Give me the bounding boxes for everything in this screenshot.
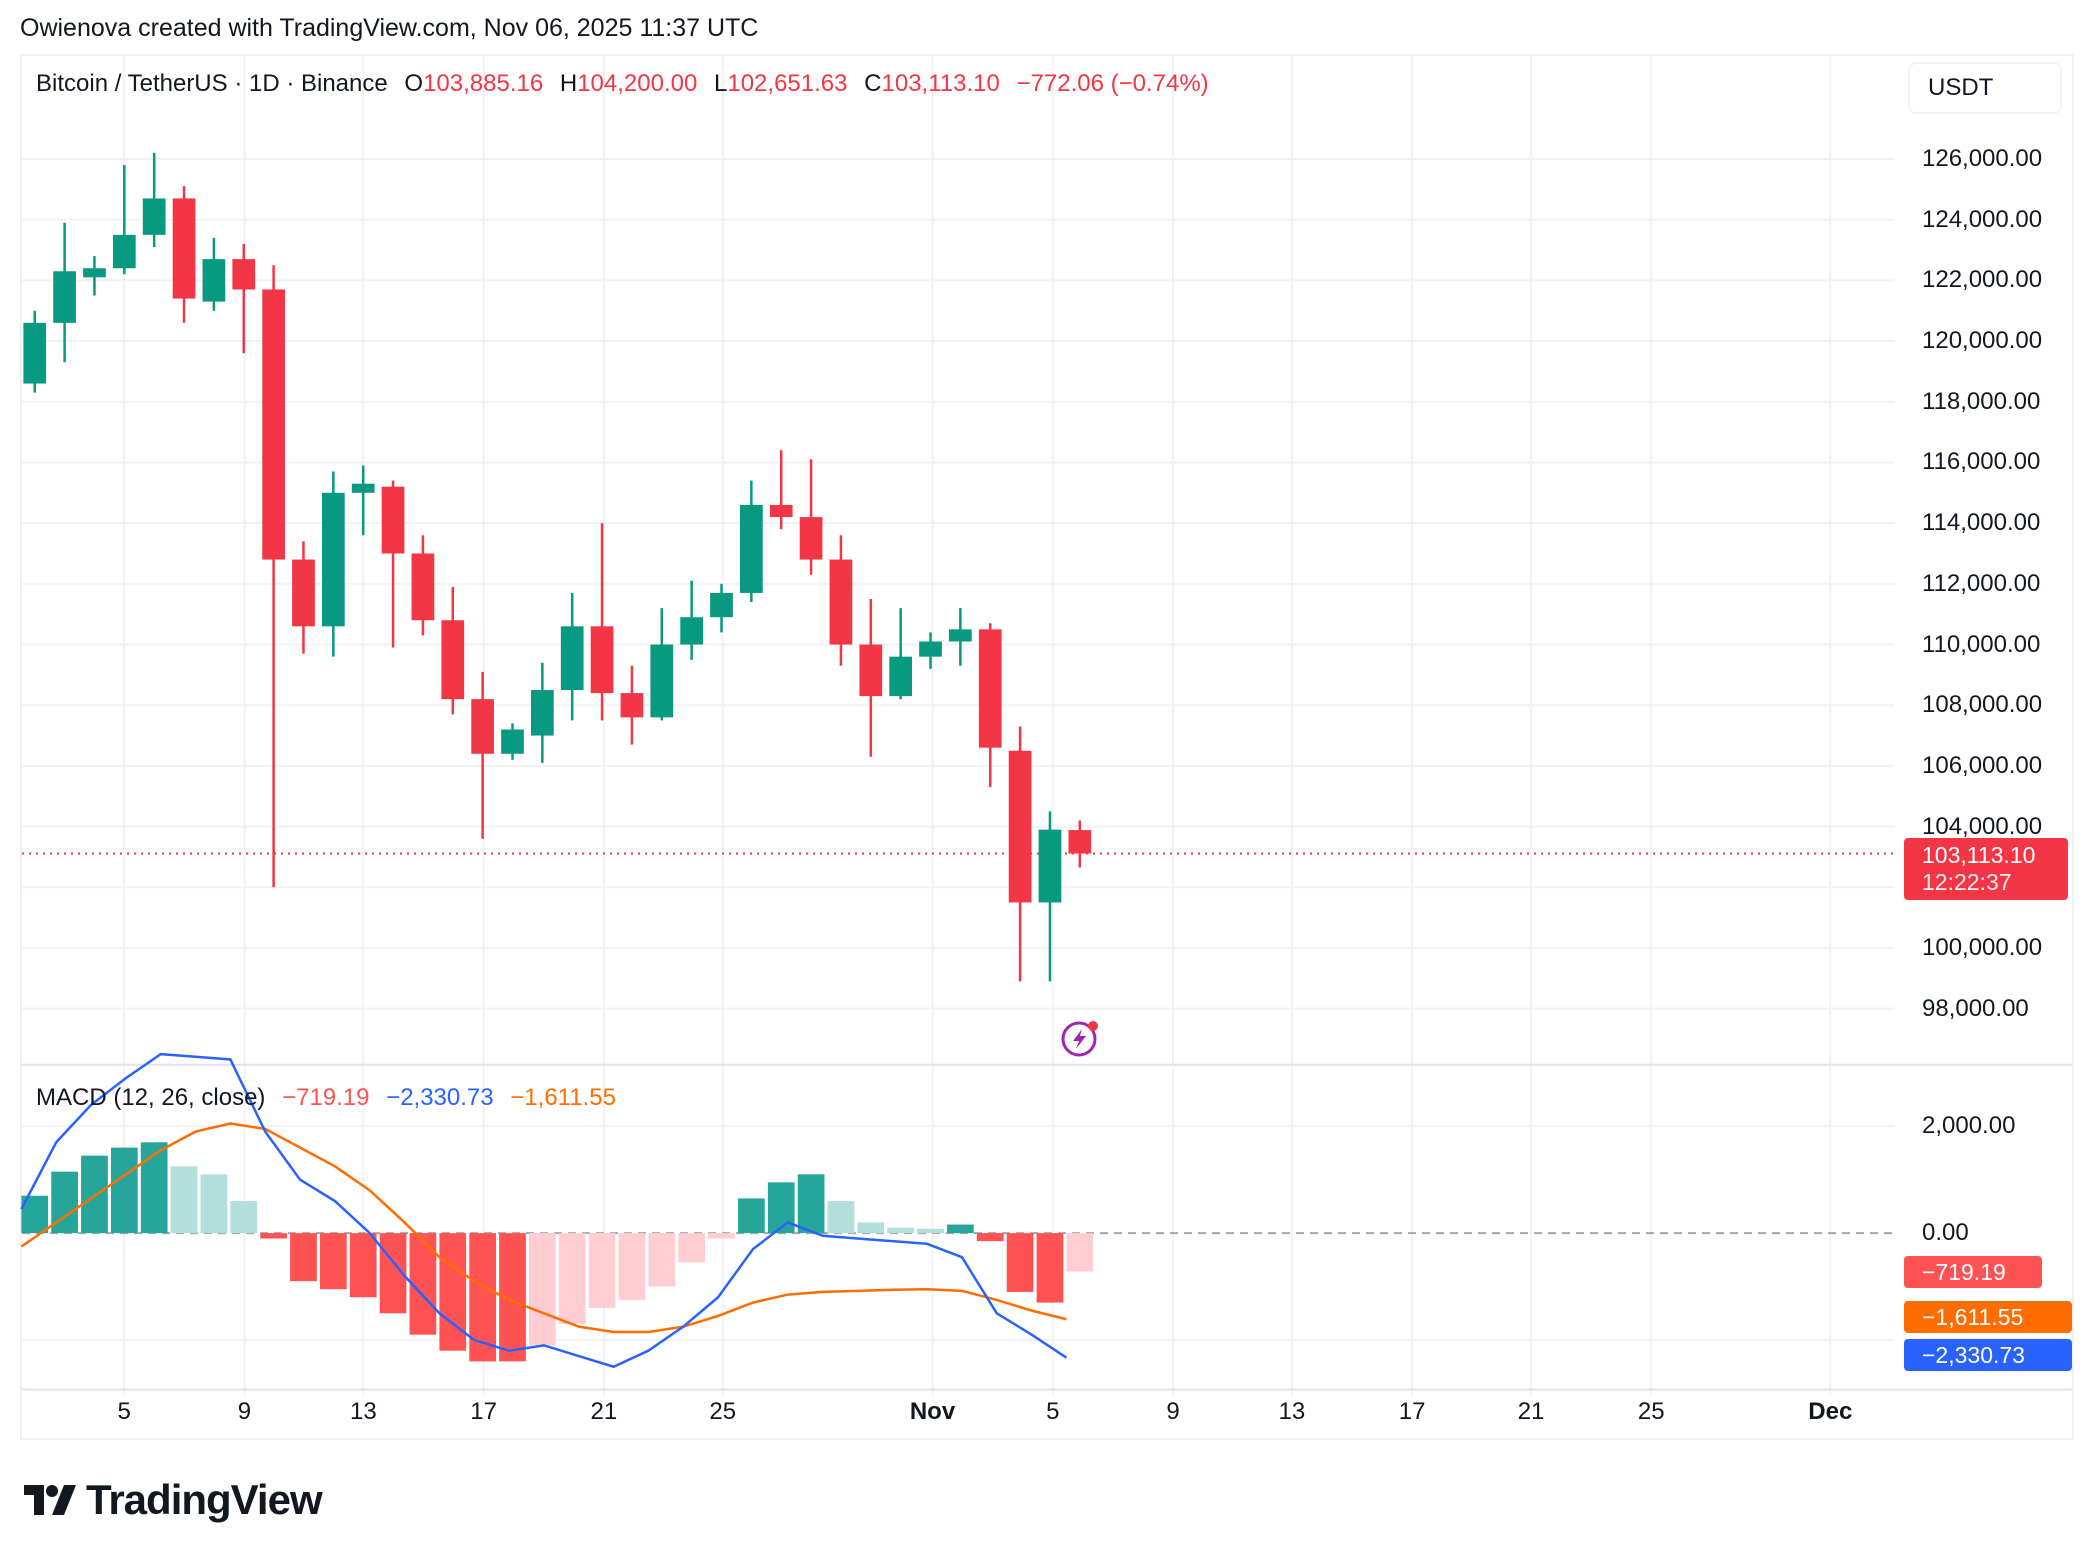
low-value: 102,651.63: [727, 70, 848, 97]
price-axis-label: 120,000.00: [1922, 327, 2043, 355]
symbol-title[interactable]: Bitcoin / TetherUS · 1D · Binance: [36, 70, 388, 97]
time-axis-label: 25: [709, 1398, 737, 1425]
high-label: H: [559, 70, 578, 97]
time-axis-label: Nov: [909, 1398, 956, 1425]
time-axis-label: 5: [1046, 1398, 1060, 1425]
time-axis-label: 9: [1166, 1398, 1180, 1425]
bar-countdown: 12:22:37: [1922, 869, 2012, 895]
price-axis-label: 116,000.00: [1922, 448, 2041, 476]
time-axis-label: 21: [590, 1398, 618, 1425]
open-label: O: [404, 70, 424, 97]
macd-title[interactable]: MACD (12, 26, close): [36, 1084, 266, 1111]
macd-line-badge: −2,330.73: [1904, 1339, 2072, 1371]
high-value: 104,200.00: [577, 70, 698, 97]
time-axis-label: Dec: [1808, 1398, 1853, 1425]
time-axis-label: 17: [1398, 1398, 1426, 1425]
change-value: −772.06 (−0.74%): [1016, 70, 1209, 97]
close-value: 103,113.10: [881, 70, 1000, 97]
price-axis-label: 126,000.00: [1922, 144, 2043, 172]
last-price-value: 103,113.10: [1922, 842, 2036, 868]
price-axis-label: 98,000.00: [1922, 994, 2029, 1022]
time-axis-label: 5: [117, 1398, 131, 1425]
time-axis-label: 13: [350, 1398, 377, 1425]
chart-frame: [20, 54, 2074, 1440]
time-axis-label: 17: [470, 1398, 497, 1425]
tradingview-logo-icon: [24, 1485, 76, 1515]
boost-icon[interactable]: [1060, 1018, 1100, 1058]
time-axis-label: 21: [1517, 1398, 1545, 1425]
tradingview-logo[interactable]: TradingView: [24, 1476, 323, 1524]
price-axis-label: 110,000.00: [1922, 630, 2041, 658]
time-axis-label: 9: [237, 1398, 252, 1425]
chart-caption: Owienova created with TradingView.com, N…: [20, 14, 759, 42]
macd-hist-badge: −719.19: [1904, 1256, 2042, 1288]
price-axis-label: 100,000.00: [1922, 933, 2043, 961]
price-axis-label: 114,000.00: [1922, 509, 2041, 537]
last-price-badge: 103,113.10 12:22:37: [1904, 838, 2068, 900]
time-axis-label: 13: [1278, 1398, 1306, 1425]
logo-text: TradingView: [86, 1476, 323, 1523]
symbol-legend: Bitcoin / TetherUS · 1D · Binance O103,8…: [36, 70, 1219, 98]
price-axis-label: 112,000.00: [1922, 569, 2041, 597]
price-axis-label: 104,000.00: [1922, 812, 2043, 840]
low-label: L: [714, 70, 728, 97]
close-label: C: [864, 70, 882, 97]
macd-hist-value: −719.19: [282, 1084, 370, 1111]
price-axis-label: 108,000.00: [1922, 691, 2043, 719]
macd-signal-badge: −1,611.55: [1904, 1301, 2072, 1333]
macd-signal-value: −1,611.55: [510, 1084, 616, 1111]
price-axis-label: 122,000.00: [1922, 266, 2043, 294]
time-axis-label: 25: [1637, 1398, 1665, 1425]
price-axis-label: 118,000.00: [1922, 387, 2041, 415]
price-axis-label: 106,000.00: [1922, 751, 2043, 779]
macd-legend: MACD (12, 26, close) −719.19 −2,330.73 −…: [36, 1084, 626, 1112]
currency-button[interactable]: USDT: [1908, 62, 2062, 114]
macd-axis-label: 2,000.00: [1922, 1112, 2016, 1139]
macd-line-value: −2,330.73: [386, 1084, 494, 1111]
macd-axis-label: 0.00: [1922, 1219, 1969, 1246]
price-axis-label: 124,000.00: [1922, 205, 2043, 233]
open-value: 103,885.16: [423, 70, 544, 97]
